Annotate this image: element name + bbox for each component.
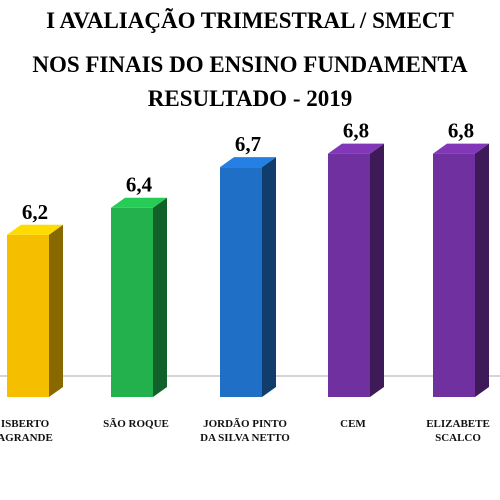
value-label: 6,2 xyxy=(22,200,48,224)
title-line: NOS FINAIS DO ENSINO FUNDAMENTA xyxy=(32,52,468,77)
bar xyxy=(111,197,167,397)
bar-side xyxy=(153,197,167,397)
bar-top xyxy=(328,143,384,154)
bar xyxy=(328,143,384,397)
bar-front xyxy=(7,234,49,397)
bar-front xyxy=(111,207,153,397)
bar-side xyxy=(49,224,63,397)
x-tick-label: ELIZABETE SCALCO xyxy=(426,418,490,444)
bar xyxy=(220,157,276,397)
value-label: 6,8 xyxy=(448,119,474,143)
x-tick-label: CEM xyxy=(340,418,366,430)
x-tick-label: ISBERTO AGRANDE xyxy=(0,418,53,444)
bar-side xyxy=(475,143,489,397)
bar-top xyxy=(111,197,167,208)
bar xyxy=(7,224,63,397)
bar-top xyxy=(7,224,63,235)
value-label: 6,4 xyxy=(126,173,153,197)
bar-side xyxy=(262,157,276,397)
bar-front xyxy=(328,153,370,397)
bar xyxy=(433,143,489,397)
bar-top xyxy=(433,143,489,154)
bar-front xyxy=(433,153,475,397)
bar-front xyxy=(220,167,262,397)
bar-side xyxy=(370,143,384,397)
value-label: 6,7 xyxy=(235,132,261,156)
x-tick-label: SÃO ROQUE xyxy=(103,418,169,430)
bar-top xyxy=(220,157,276,168)
value-label: 6,8 xyxy=(343,119,369,143)
title-line: RESULTADO - 2019 xyxy=(148,86,352,111)
title-line: I AVALIAÇÃO TRIMESTRAL / SMECT xyxy=(46,8,454,33)
x-tick-label: JORDÃO PINTO DA SILVA NETTO xyxy=(200,418,290,444)
